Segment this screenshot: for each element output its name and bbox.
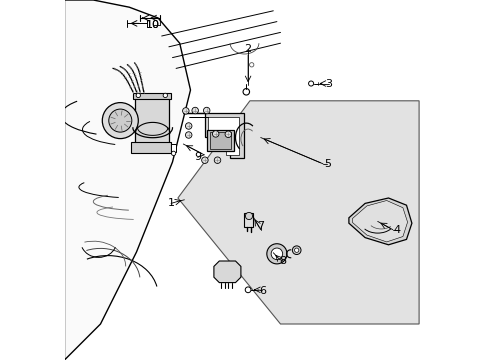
Circle shape	[249, 63, 253, 67]
Text: 8: 8	[279, 256, 286, 266]
Text: 10: 10	[145, 20, 160, 30]
Circle shape	[171, 151, 175, 156]
Text: 4: 4	[393, 225, 400, 235]
Bar	[244, 213, 253, 227]
Text: 7: 7	[257, 221, 264, 231]
Text: 2: 2	[244, 44, 251, 54]
Polygon shape	[178, 101, 418, 324]
Circle shape	[294, 248, 298, 252]
Text: 6: 6	[259, 286, 265, 296]
Circle shape	[102, 103, 138, 139]
Text: 10: 10	[145, 20, 160, 30]
Bar	[170, 144, 176, 152]
Circle shape	[292, 246, 301, 255]
Circle shape	[203, 107, 209, 114]
Bar	[206, 130, 233, 151]
Text: 9: 9	[194, 152, 201, 162]
Circle shape	[245, 212, 252, 220]
Circle shape	[308, 81, 313, 86]
Bar	[133, 93, 170, 99]
Polygon shape	[188, 117, 239, 155]
Text: 3: 3	[325, 78, 332, 89]
Text: 1: 1	[167, 198, 174, 208]
Circle shape	[270, 248, 282, 260]
Polygon shape	[352, 201, 407, 242]
Circle shape	[185, 123, 192, 129]
Circle shape	[214, 157, 220, 163]
Polygon shape	[213, 261, 241, 283]
Circle shape	[266, 244, 286, 264]
Bar	[131, 142, 170, 153]
Circle shape	[182, 108, 189, 114]
Circle shape	[201, 157, 208, 163]
Polygon shape	[64, 0, 190, 360]
Circle shape	[108, 109, 132, 132]
Bar	[134, 97, 168, 144]
Circle shape	[243, 89, 249, 95]
Circle shape	[163, 93, 167, 98]
Circle shape	[224, 131, 231, 138]
Polygon shape	[183, 113, 244, 158]
Polygon shape	[348, 198, 411, 245]
Circle shape	[244, 287, 250, 293]
Text: 5: 5	[323, 159, 330, 169]
Circle shape	[185, 132, 192, 138]
Circle shape	[212, 131, 219, 137]
Bar	[209, 132, 230, 149]
Circle shape	[192, 107, 198, 114]
Circle shape	[136, 93, 140, 98]
